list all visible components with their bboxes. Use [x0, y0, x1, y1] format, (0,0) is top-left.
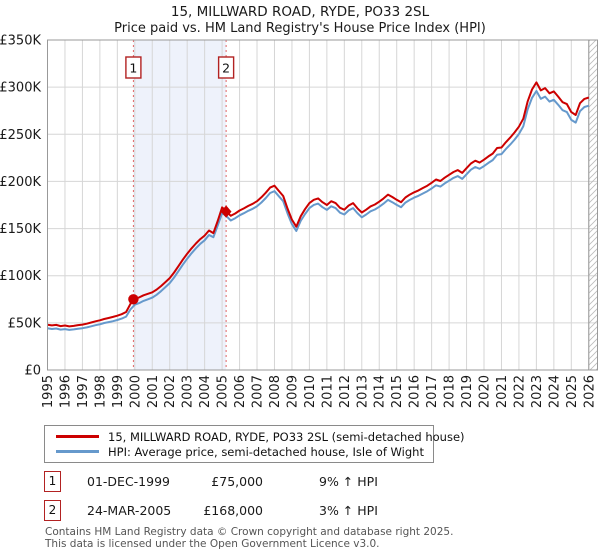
price-chart: £0 £50K £100K £150K £200K £250K £300K £350K 1995…	[0, 34, 598, 408]
svg-text:2015: 2015	[390, 375, 405, 408]
license-line-2: This data is licensed under the Open Gov…	[45, 537, 380, 550]
svg-text:2016: 2016	[408, 375, 423, 408]
svg-text:1999: 1999	[111, 375, 126, 408]
svg-text:2007: 2007	[251, 375, 266, 408]
sale-1-number-label: 1	[129, 61, 137, 76]
sale-1-price: £75,000	[211, 474, 263, 489]
sale-row-1: 1 01-DEC-1999 £75,000 9% ↑ HPI	[0, 471, 600, 493]
y-axis-labels: £0 £50K £100K £150K £200K £250K £300K £350K	[0, 34, 41, 379]
svg-text:2026: 2026	[582, 375, 597, 408]
sale-row-2: 2 24-MAR-2005 £168,000 3% ↑ HPI	[0, 500, 600, 522]
legend-label-property: 15, MILLWARD ROAD, RYDE, PO33 2SL (semi-…	[108, 429, 465, 444]
future-hatch-region	[588, 40, 598, 370]
plot-border	[47, 39, 598, 371]
chart-subtitle: Price paid vs. HM Land Registry's House …	[114, 21, 486, 36]
series-line-hpi	[47, 90, 590, 331]
svg-text:£200K: £200K	[0, 175, 41, 190]
svg-text:£350K: £350K	[0, 34, 41, 49]
x-axis-labels: 1995 1996 1997 1998 1999 2000 2001 2002 2003 2004…	[41, 375, 597, 408]
svg-text:2020: 2020	[478, 375, 493, 408]
svg-text:2006: 2006	[233, 375, 248, 408]
sale-2-number-box	[217, 56, 235, 79]
svg-text:2017: 2017	[425, 375, 440, 408]
svg-text:2012: 2012	[338, 375, 353, 408]
sale-1-date: 01-DEC-1999	[87, 474, 170, 489]
legend-label-hpi: HPI: Average price, semi-detached house,…	[108, 444, 424, 459]
svg-text:2018: 2018	[443, 375, 458, 408]
svg-text:2001: 2001	[146, 375, 161, 408]
svg-text:2023: 2023	[530, 375, 545, 408]
sale-marker-1	[128, 294, 139, 305]
svg-text:2021: 2021	[495, 375, 510, 408]
svg-text:2013: 2013	[355, 375, 370, 408]
svg-text:2003: 2003	[181, 375, 196, 408]
chart-legend: 15, MILLWARD ROAD, RYDE, PO33 2SL (semi-…	[44, 425, 465, 463]
svg-text:2010: 2010	[303, 375, 318, 408]
sale-1-hpi-delta: 9% ↑ HPI	[319, 474, 378, 489]
between-sales-band	[133, 40, 227, 370]
svg-text:£0: £0	[24, 364, 41, 379]
svg-text:1998: 1998	[93, 375, 108, 408]
chart-title: 15, MILLWARD ROAD, RYDE, PO33 2SL	[170, 4, 430, 20]
sale-1-number-badge: 1	[44, 471, 61, 492]
svg-text:£150K: £150K	[0, 222, 41, 237]
sale-2-number-badge: 2	[44, 500, 61, 521]
svg-text:£300K: £300K	[0, 81, 41, 96]
svg-text:2025: 2025	[565, 375, 580, 408]
svg-text:2004: 2004	[198, 375, 213, 408]
svg-text:1995: 1995	[41, 375, 56, 408]
svg-text:2002: 2002	[163, 375, 178, 408]
legend-item-hpi: HPI: Average price, semi-detached house,…	[50, 444, 428, 459]
svg-text:£50K: £50K	[8, 316, 42, 331]
legend-swatch-property-line	[56, 435, 99, 438]
svg-text:2014: 2014	[373, 375, 388, 408]
legend-item-property: 15, MILLWARD ROAD, RYDE, PO33 2SL (semi-…	[50, 429, 465, 444]
sale-2-number-label: 2	[222, 61, 230, 76]
svg-text:1997: 1997	[76, 375, 91, 408]
svg-text:2009: 2009	[285, 375, 300, 408]
svg-text:2024: 2024	[547, 375, 562, 408]
svg-text:2000: 2000	[128, 375, 143, 408]
sale-1-number-box	[125, 56, 142, 79]
sale-marker-2	[220, 205, 232, 218]
svg-text:2008: 2008	[268, 375, 283, 408]
svg-text:£100K: £100K	[0, 269, 41, 284]
legend-swatch-hpi-line	[56, 450, 99, 453]
svg-text:2011: 2011	[320, 375, 335, 408]
svg-text:1996: 1996	[58, 375, 73, 408]
svg-text:2019: 2019	[460, 375, 475, 408]
svg-text:2022: 2022	[512, 375, 527, 408]
license-line-1: Contains HM Land Registry data © Crown c…	[45, 526, 454, 538]
sale-2-hpi-delta: 3% ↑ HPI	[319, 503, 378, 518]
sale-2-price: £168,000	[203, 503, 263, 518]
license-footer: Contains HM Land Registry data © Crown c…	[45, 526, 585, 550]
svg-text:£250K: £250K	[0, 128, 41, 143]
svg-text:2005: 2005	[216, 375, 231, 408]
sale-2-date: 24-MAR-2005	[87, 503, 172, 518]
gridlines	[47, 39, 598, 371]
